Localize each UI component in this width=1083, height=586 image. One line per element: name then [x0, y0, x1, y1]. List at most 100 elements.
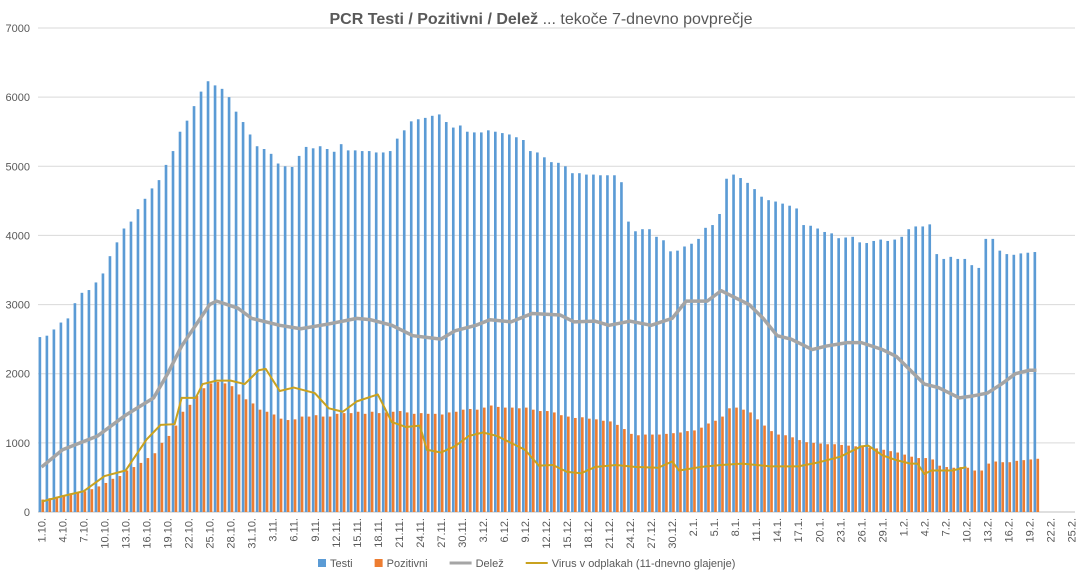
bar-pozitivni	[672, 433, 675, 512]
bar-pozitivni	[391, 411, 395, 512]
bar-pozitivni	[700, 427, 703, 512]
bar-pozitivni	[560, 415, 563, 512]
bar-pozitivni	[160, 442, 164, 512]
bar-pozitivni	[440, 414, 444, 512]
bar-pozitivni	[209, 383, 213, 512]
bar-pozitivni	[482, 407, 486, 512]
bar-testi	[844, 237, 847, 512]
legend-label: Testi	[330, 558, 353, 570]
bar-pozitivni	[784, 435, 787, 512]
bar-pozitivni	[707, 423, 710, 512]
chart-title: PCR Testi / Pozitivni / Delež ... tekoče…	[330, 11, 753, 28]
bar-testi	[774, 201, 777, 512]
x-tick-label: 14.1.	[772, 518, 784, 542]
bar-testi	[220, 88, 224, 513]
bar-testi	[627, 221, 630, 512]
bar-pozitivni	[567, 416, 570, 512]
bar-testi	[662, 240, 665, 513]
bar-testi	[73, 303, 77, 512]
legend-swatch	[318, 559, 326, 567]
bar-pozitivni	[812, 442, 815, 512]
bar-testi	[332, 151, 336, 512]
bar-pozitivni	[111, 478, 115, 512]
bar-testi	[1019, 253, 1023, 513]
bar-testi	[949, 256, 953, 512]
x-tick-label: 13.2.	[982, 518, 994, 542]
bar-pozitivni	[461, 409, 465, 512]
bar-pozitivni	[552, 412, 556, 512]
x-tick-label: 12.12.	[541, 518, 553, 549]
bar-testi	[823, 231, 826, 512]
x-tick-label: 6.11.	[289, 518, 301, 542]
bar-testi	[248, 134, 252, 513]
bar-testi	[94, 282, 98, 512]
bar-testi	[886, 240, 890, 512]
bar-pozitivni	[777, 434, 780, 512]
bar-testi	[928, 224, 932, 512]
bar-testi	[451, 127, 455, 513]
bar-testi	[59, 322, 63, 512]
bar-testi	[367, 151, 371, 512]
bar-testi	[1026, 252, 1030, 512]
bar-pozitivni	[48, 498, 52, 512]
bar-pozitivni	[307, 416, 311, 512]
bar-pozitivni	[370, 411, 374, 512]
bar-pozitivni	[398, 411, 402, 512]
bar-pozitivni	[581, 417, 584, 512]
bar-testi	[837, 238, 840, 513]
bar-testi	[676, 250, 679, 512]
bar-pozitivni	[97, 486, 101, 512]
bar-pozitivni	[938, 465, 942, 512]
bar-pozitivni	[531, 409, 535, 512]
bar-testi	[87, 290, 91, 512]
bar-pozitivni	[574, 417, 577, 512]
bar-testi	[1005, 254, 1009, 512]
bar-testi	[788, 205, 791, 512]
x-tick-label: 16.10.	[142, 518, 154, 549]
bar-testi	[767, 200, 770, 512]
bar-pozitivni	[1022, 460, 1026, 512]
bar-pozitivni	[658, 434, 661, 512]
bar-pozitivni	[195, 395, 199, 512]
bar-pozitivni	[293, 419, 297, 512]
bar-testi	[269, 153, 273, 512]
bar-pozitivni	[679, 432, 682, 512]
bar-pozitivni	[868, 447, 871, 512]
y-tick-label: 0	[24, 507, 30, 519]
x-tick-label: 16.2.	[1003, 518, 1015, 542]
bar-pozitivni	[216, 382, 220, 512]
bar-pozitivni	[433, 413, 437, 512]
y-axis: 0 1000 2000 3000 4000 5000 6000 7000	[6, 23, 30, 519]
bar-pozitivni	[419, 413, 423, 512]
bar-testi	[241, 122, 245, 512]
bar-pozitivni	[1008, 462, 1012, 512]
bar-pozitivni	[1029, 459, 1033, 512]
x-tick-label: 7.2.	[940, 518, 952, 536]
x-tick-label: 6.12.	[499, 518, 511, 542]
bar-testi	[164, 164, 168, 512]
bar-testi	[935, 254, 939, 512]
bar-testi	[1033, 252, 1037, 512]
line-series-delez	[40, 288, 1037, 469]
x-tick-label: 5.1.	[709, 518, 721, 536]
bar-testi	[893, 239, 897, 512]
x-tick-label: 9.11.	[310, 518, 322, 542]
bar-testi	[669, 251, 672, 512]
bar-pozitivni	[896, 452, 899, 512]
legend: Testi Pozitivni Delež Virus v odplakah (11-…	[318, 558, 735, 570]
bar-pozitivni	[272, 414, 276, 512]
bar-testi	[38, 337, 42, 512]
bar-pozitivni	[609, 421, 612, 512]
bar-testi	[276, 163, 280, 512]
bar-testi	[129, 221, 133, 512]
bar-pozitivni	[538, 411, 542, 512]
bar-pozitivni	[1036, 458, 1040, 512]
bar-testi	[318, 146, 322, 512]
bar-pozitivni	[279, 418, 283, 512]
bar-testi	[157, 180, 161, 512]
title-bold: PCR Testi / Pozitivni / Delež	[330, 11, 539, 28]
bar-pozitivni	[524, 407, 528, 512]
bar-pozitivni	[931, 459, 935, 512]
bar-testi	[178, 131, 182, 512]
bar-pozitivni	[952, 467, 956, 512]
